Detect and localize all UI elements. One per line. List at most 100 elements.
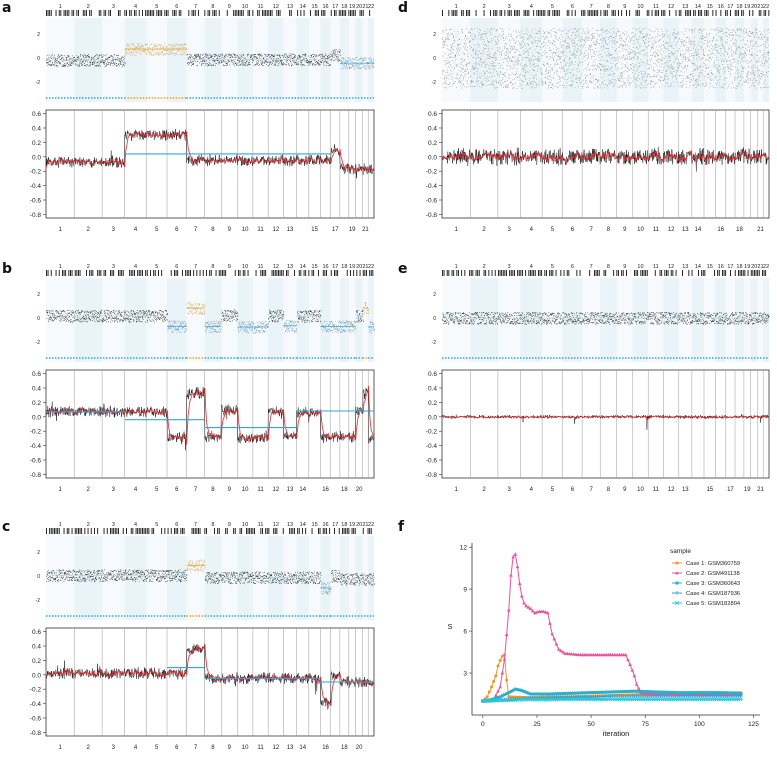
series-point xyxy=(628,689,632,693)
chrom-band xyxy=(757,278,764,362)
top-chrom-label: 4 xyxy=(134,522,137,528)
top-chrom-label: 21 xyxy=(362,4,368,10)
series-point xyxy=(513,687,517,691)
top-chrom-label: 4 xyxy=(134,4,137,10)
chromosome-ideogram xyxy=(442,270,767,276)
x-chrom-label: 5 xyxy=(155,487,159,493)
top-chrom-label: 14 xyxy=(300,4,306,10)
top-y-tick: -2 xyxy=(432,80,437,86)
x-chrom-label: 21 xyxy=(362,227,369,233)
series-point xyxy=(513,552,518,556)
chrom-band xyxy=(252,18,269,102)
series-point xyxy=(589,691,593,695)
y-tick-label: 6 xyxy=(463,629,467,636)
series-point xyxy=(526,691,530,695)
series-point xyxy=(500,654,504,658)
chrom-band xyxy=(146,278,167,362)
chrom-band xyxy=(678,278,692,362)
top-chrom-label: 6 xyxy=(175,522,178,528)
x-chrom-label: 11 xyxy=(257,487,264,493)
y-tick-label: -0.2 xyxy=(30,429,42,436)
chromosome-ideogram xyxy=(46,10,371,16)
x-chrom-label: 7 xyxy=(194,227,198,233)
top-chrom-label: 19 xyxy=(349,522,355,528)
series-point xyxy=(697,691,701,695)
x-chrom-label: 15 xyxy=(311,227,318,233)
series-point xyxy=(563,691,567,695)
top-chrom-label: 16 xyxy=(323,264,329,270)
series-point xyxy=(567,651,572,656)
top-chrom-label: 7 xyxy=(590,4,593,10)
series-point xyxy=(500,671,505,675)
x-chrom-label: 5 xyxy=(155,227,159,233)
x-chrom-label: 8 xyxy=(607,227,611,233)
chrom-band xyxy=(252,536,269,620)
series-point xyxy=(736,691,740,695)
x-chrom-label: 20 xyxy=(356,487,363,493)
top-chrom-label: 9 xyxy=(228,264,231,270)
plot-frame xyxy=(441,369,770,479)
y-tick-label: 0.0 xyxy=(428,154,437,161)
y-tick-label: 0.2 xyxy=(428,400,437,407)
series-point xyxy=(507,608,511,612)
series-point xyxy=(671,690,675,694)
top-chrom-label: 17 xyxy=(332,4,338,10)
y-tick-label: -0.4 xyxy=(30,701,42,708)
y-tick-label: 0.6 xyxy=(428,371,437,378)
series-point xyxy=(558,648,563,653)
y-tick-label: -0.8 xyxy=(30,472,42,479)
series-point xyxy=(609,690,613,694)
top-chrom-label: 10 xyxy=(242,4,248,10)
x-chrom-label: 9 xyxy=(623,487,627,493)
top-chrom-label: 6 xyxy=(571,4,574,10)
series-point xyxy=(719,691,723,695)
y-tick-label: -0.6 xyxy=(426,458,438,465)
chrom-band xyxy=(146,536,167,620)
series-point xyxy=(606,690,610,694)
x-chrom-label: 8 xyxy=(211,487,215,493)
top-chrom-label: 6 xyxy=(175,4,178,10)
x-chrom-label: 5 xyxy=(551,487,555,493)
top-y-tick: 2 xyxy=(37,32,40,38)
panel-letter-b: b xyxy=(2,261,13,277)
x-chrom-label: 4 xyxy=(134,227,138,233)
series-point xyxy=(511,554,515,559)
series-point xyxy=(730,691,734,695)
top-chrom-label: 19 xyxy=(349,4,355,10)
series-point xyxy=(509,573,513,577)
series-point xyxy=(675,601,679,605)
chromosome-ideogram xyxy=(46,270,374,276)
chrom-band xyxy=(442,18,471,102)
y-tick-label: 0.2 xyxy=(32,400,41,407)
series-point xyxy=(643,690,647,694)
x-chrom-label: 16 xyxy=(717,227,724,233)
chromosome-ideogram xyxy=(46,528,372,534)
series-point xyxy=(628,662,632,667)
series-point xyxy=(678,691,682,695)
series-point xyxy=(550,631,554,636)
y-tick-label: 0.4 xyxy=(32,644,41,651)
series-point xyxy=(619,690,623,694)
chrom-band xyxy=(582,18,601,102)
series-point xyxy=(738,697,743,702)
series-point xyxy=(713,691,717,695)
panel-letter-f: f xyxy=(398,519,405,535)
series-point xyxy=(689,691,693,695)
series-point xyxy=(723,691,727,695)
series-point xyxy=(665,690,669,694)
series-point xyxy=(548,621,552,625)
genome-panel-b: 1 2 3 4 5 6 7 8 9 10 11 12 13 14 15 16 17 18 19 20 21 2220-20… xyxy=(30,264,375,493)
chrom-band xyxy=(725,278,735,362)
x-chrom-label: 4 xyxy=(530,227,534,233)
x-chrom-label: 11 xyxy=(257,745,264,751)
series-point xyxy=(561,650,565,654)
series-point xyxy=(669,690,673,694)
series-point xyxy=(561,692,565,696)
genome-panel-a: 1 2 3 4 5 6 7 8 9 10 11 12 13 14 15 16 17 18 19 20 21 2220-20… xyxy=(30,4,375,233)
x-tick-label: 125 xyxy=(748,721,759,728)
series-point xyxy=(587,691,591,695)
x-chrom-label: 16 xyxy=(322,487,329,493)
series-point xyxy=(494,693,498,697)
top-scatter-background xyxy=(46,278,374,362)
chrom-band xyxy=(582,278,601,362)
